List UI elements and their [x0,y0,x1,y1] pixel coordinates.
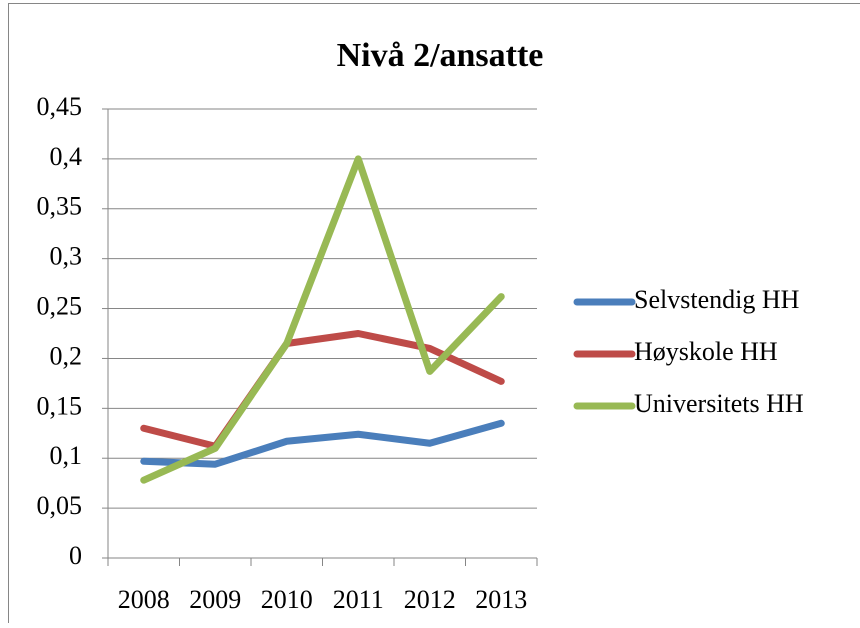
x-tick-label: 2013 [475,585,527,614]
x-tick-label: 2008 [118,585,170,614]
y-tick-label: 0,1 [50,441,83,470]
legend-label: Høyskole HH [634,337,778,366]
legend-label: Selvstendig HH [634,285,800,314]
legend-label: Universitets HH [634,389,804,418]
x-tick-label: 2012 [404,585,456,614]
y-tick-label: 0,45 [37,92,83,121]
y-tick-label: 0,2 [50,341,83,370]
y-tick-label: 0,35 [37,192,83,221]
y-tick-label: 0 [69,541,82,570]
x-tick-label: 2010 [261,585,313,614]
y-tick-label: 0,25 [37,292,83,321]
x-tick-label: 2011 [333,585,384,614]
y-tick-label: 0,05 [37,491,83,520]
y-tick-label: 0,15 [37,391,83,420]
x-tick-label: 2009 [189,585,241,614]
y-tick-label: 0,4 [50,142,83,171]
y-tick-label: 0,3 [50,242,83,271]
chart-title: Nivå 2/ansatte [337,37,544,74]
